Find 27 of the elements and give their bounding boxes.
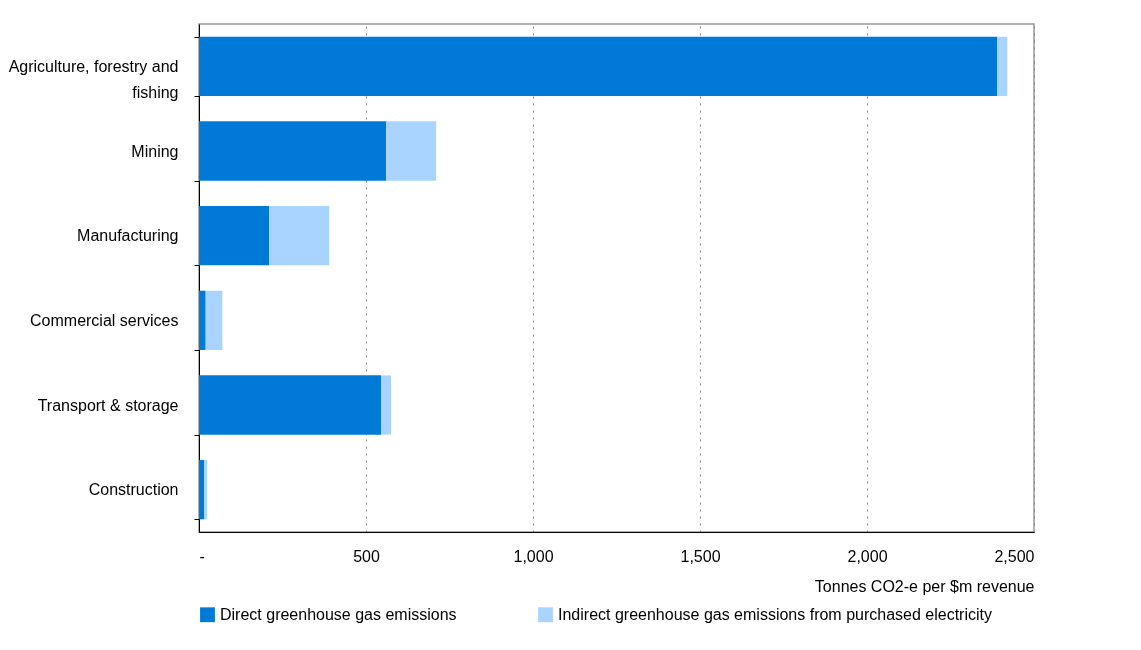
x-tick-label: 500 (353, 547, 380, 565)
bar (199, 460, 205, 520)
x-tick-label: 1,500 (680, 547, 721, 565)
x-tick-label: - (199, 547, 205, 565)
bar (199, 206, 270, 266)
y-tick-label: Commercial services (30, 311, 179, 329)
y-tick-label: Transport & storage (37, 396, 179, 414)
y-tick-label: Construction (88, 481, 179, 499)
x-tick-label: 1,000 (513, 547, 554, 565)
bar (269, 206, 330, 266)
x-tick-label: 2,500 (994, 547, 1035, 565)
bar (199, 375, 382, 435)
y-tick-label: Mining (131, 142, 179, 160)
x-axis-title: Tonnes CO2-e per $m revenue (814, 577, 1035, 595)
bar (997, 36, 1008, 96)
y-tick-label: Agriculture, forestry and fishing (8, 57, 179, 101)
y-tick-label: Manufacturing (77, 227, 179, 245)
bar (199, 36, 998, 96)
legend-label: Indirect greenhouse gas emissions from purchased electricity (558, 605, 992, 623)
bar (205, 290, 223, 350)
bar (204, 460, 208, 520)
legend-label: Direct greenhouse gas emissions (220, 605, 457, 623)
bar (386, 121, 437, 181)
bar (199, 121, 387, 181)
x-tick-label: 2,000 (847, 547, 888, 565)
bar (199, 290, 206, 350)
bar (381, 375, 392, 435)
